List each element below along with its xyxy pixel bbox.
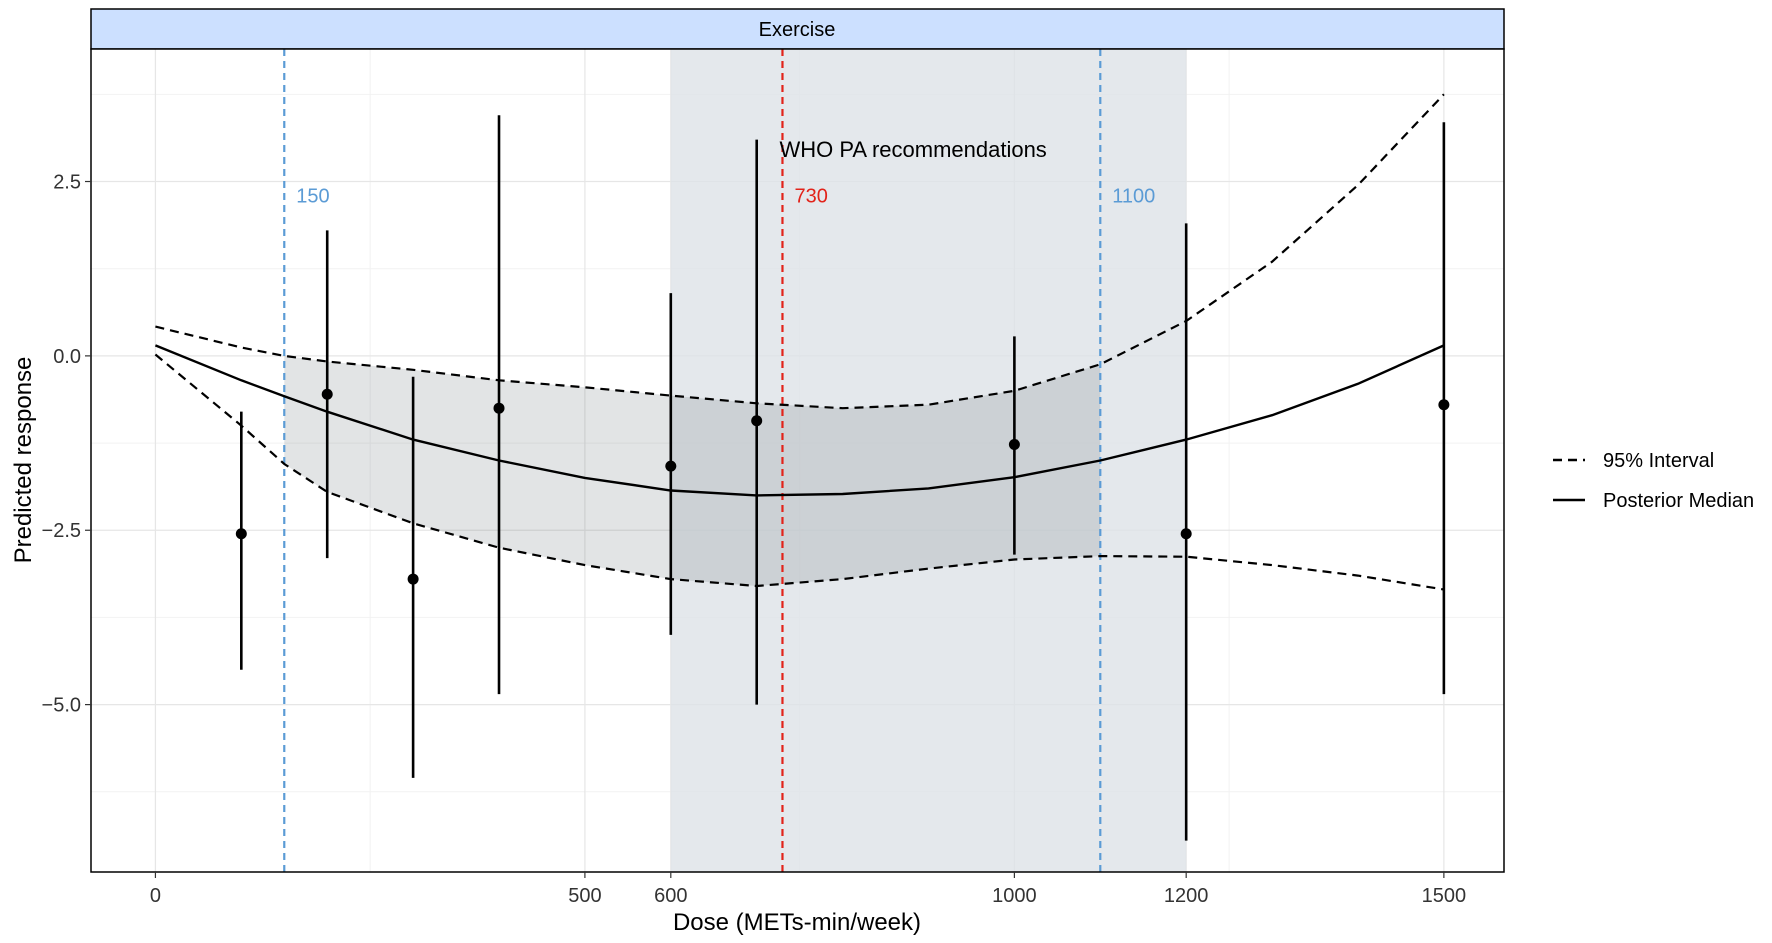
- study-point: [493, 402, 505, 414]
- x-axis-title: Dose (METs-min/week): [673, 909, 921, 936]
- study-point: [235, 528, 247, 540]
- x-tick-label: 1000: [992, 885, 1037, 907]
- x-tick-label: 1500: [1422, 885, 1467, 907]
- study-estimates: [235, 115, 1450, 841]
- interval-shade-layer: [284, 355, 1101, 586]
- study-point: [1008, 438, 1020, 450]
- y-tick-label: −2.5: [42, 520, 81, 542]
- x-tick-label: 0: [150, 885, 161, 907]
- study-point: [321, 388, 333, 400]
- study-point: [407, 573, 419, 585]
- panel-strip-label: Exercise: [759, 19, 836, 41]
- x-tick-label: 600: [654, 885, 687, 907]
- reference-line-label-1100: 1100: [1112, 185, 1155, 207]
- x-tick-label: 500: [568, 885, 601, 907]
- x-axis: 0 500 600 1000 1200 1500: [150, 872, 1466, 907]
- interval-shade: [284, 355, 1101, 586]
- reference-line-label-730: 730: [794, 185, 827, 207]
- study-point: [751, 415, 763, 427]
- legend-label: Posterior Median: [1603, 490, 1754, 512]
- panel-strip: [90, 8, 1505, 50]
- study-point: [665, 460, 677, 472]
- y-tick-label: 0.0: [53, 346, 81, 368]
- x-tick-label: 1200: [1164, 885, 1209, 907]
- y-axis: 2.5 0.0 −2.5 −5.0: [42, 172, 91, 717]
- who-annotation: WHO PA recommendations: [779, 137, 1046, 162]
- legend-label: 95% Interval: [1603, 450, 1714, 472]
- annotations: 150 730 1100 WHO PA recommendations: [296, 137, 1155, 207]
- y-tick-label: 2.5: [53, 172, 81, 194]
- study-point: [1180, 528, 1192, 540]
- y-tick-label: −5.0: [42, 695, 81, 717]
- reference-line-label-150: 150: [296, 185, 329, 207]
- y-axis-title: Predicted response: [10, 357, 37, 564]
- study-point: [1438, 399, 1450, 411]
- plot-panel-border: [90, 48, 1505, 873]
- legend: 95% Interval Posterior Median: [1553, 450, 1754, 512]
